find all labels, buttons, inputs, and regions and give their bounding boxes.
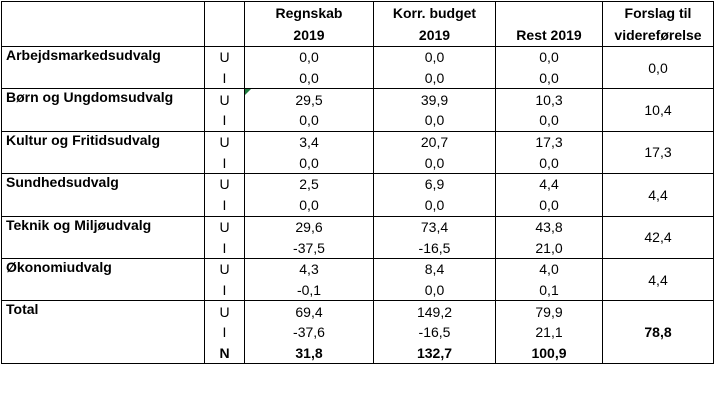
rest-cell: 79,9: [495, 300, 603, 322]
regnskab-cell: 31,8: [244, 342, 374, 365]
type-cell: I: [204, 67, 245, 90]
rest-cell: 21,1: [495, 321, 603, 343]
forslag-cell: 17,3: [602, 130, 714, 175]
rest-cell: 21,0: [495, 237, 603, 259]
header-type-cell: [204, 1, 245, 47]
rest-cell: 43,8: [495, 215, 603, 238]
regnskab-cell: 0,0: [244, 110, 374, 132]
korr-cell: -16,5: [373, 321, 496, 343]
rest-cell: 0,1: [495, 279, 603, 302]
korr-cell: 0,0: [373, 45, 496, 68]
regnskab-cell: -37,6: [244, 321, 374, 343]
korr-cell: 0,0: [373, 110, 496, 132]
korr-cell: 0,0: [373, 194, 496, 217]
korr-cell: 20,7: [373, 130, 496, 153]
table-row: I 0,0 0,0 0,0: [2, 152, 714, 175]
header-row: Regnskab 2019 Korr. budget 2019 Rest 2019 …: [1, 1, 714, 47]
regnskab-cell: -37,5: [244, 237, 374, 259]
korr-cell: 149,2: [373, 300, 496, 322]
rest-cell: 17,3: [495, 130, 603, 153]
type-cell: U: [204, 173, 245, 195]
regnskab-cell: 4,3: [244, 257, 374, 280]
regnskab-cell: 0,0: [244, 45, 374, 68]
korr-cell: -16,5: [373, 237, 496, 259]
rest-cell: 0,0: [495, 194, 603, 217]
table-row: Økonomiudvalg U 4,3 8,4 4,0 4,4: [1, 257, 714, 302]
regnskab-cell: 2,5: [244, 173, 374, 195]
type-cell: I: [204, 279, 245, 302]
rest-cell: 4,4: [495, 173, 603, 195]
regnskab-cell: 3,4: [244, 130, 374, 153]
type-cell: I: [204, 237, 245, 259]
table-row: I 0,0 0,0 0,0: [2, 67, 714, 90]
table-row: I 0,0 0,0 0,0: [2, 110, 714, 132]
budget-table: Regnskab 2019 Korr. budget 2019 Rest 2019 …: [1, 1, 714, 365]
type-cell: U: [204, 215, 245, 238]
type-cell: I: [204, 321, 245, 343]
rest-cell: 10,3: [495, 88, 603, 111]
forslag-cell: 10,4: [602, 88, 714, 132]
korr-cell: 0,0: [373, 279, 496, 302]
korr-cell: 132,7: [373, 342, 496, 365]
header-forslag: Forslag til videreførelse: [602, 1, 714, 47]
header-korr-budget: Korr. budget 2019: [373, 1, 496, 47]
type-cell: I: [204, 152, 245, 175]
committee-name: Teknik og Miljøudvalg: [1, 215, 205, 259]
table-row: Teknik og Miljøudvalg U 29,6 73,4 43,8 4…: [1, 215, 714, 259]
type-cell: I: [204, 110, 245, 132]
korr-cell: 73,4: [373, 215, 496, 238]
total-row: Total U 69,4 149,2 79,9 78,8: [1, 300, 714, 365]
table-row: Børn og Ungdomsudvalg U 29,5 39,9 10,3 1…: [1, 88, 714, 132]
forslag-cell: 0,0: [602, 45, 714, 90]
table-row: Kultur og Fritidsudvalg U 3,4 20,7 17,3 …: [1, 130, 714, 175]
korr-cell: 6,9: [373, 173, 496, 195]
korr-cell: 8,4: [373, 257, 496, 280]
header-regnskab: Regnskab 2019: [244, 1, 374, 47]
rest-cell: 4,0: [495, 257, 603, 280]
table-row: Arbejdsmarkedsudvalg U 0,0 0,0 0,0 0,0: [1, 45, 714, 90]
rest-cell: 0,0: [495, 67, 603, 90]
type-cell: U: [204, 88, 245, 111]
forslag-cell: 4,4: [602, 173, 714, 217]
total-row: I -37,6 -16,5 21,1: [2, 321, 714, 343]
total-row: N 31,8 132,7 100,9: [2, 342, 714, 365]
rest-cell: 0,0: [495, 152, 603, 175]
regnskab-cell: 0,0: [244, 194, 374, 217]
total-label: Total: [1, 300, 205, 365]
header-rest: Rest 2019: [495, 1, 603, 47]
rest-cell: 0,0: [495, 110, 603, 132]
committee-name: Børn og Ungdomsudvalg: [1, 88, 205, 132]
forslag-cell: 42,4: [602, 215, 714, 259]
total-forslag-cell: 78,8: [602, 300, 714, 365]
type-cell: U: [204, 130, 245, 153]
regnskab-cell: 29,5: [244, 88, 374, 111]
rest-cell: 100,9: [495, 342, 603, 365]
regnskab-cell: -0,1: [244, 279, 374, 302]
table-row: I -37,5 -16,5 21,0: [2, 237, 714, 259]
type-cell: N: [204, 342, 245, 365]
korr-cell: 0,0: [373, 152, 496, 175]
regnskab-cell: 29,6: [244, 215, 374, 238]
regnskab-cell: 0,0: [244, 152, 374, 175]
rest-cell: 0,0: [495, 45, 603, 68]
type-cell: U: [204, 300, 245, 322]
korr-cell: 39,9: [373, 88, 496, 111]
committee-name: Sundhedsudvalg: [1, 173, 205, 217]
type-cell: U: [204, 257, 245, 280]
regnskab-cell: 69,4: [244, 300, 374, 322]
korr-cell: 0,0: [373, 67, 496, 90]
committee-name: Arbejdsmarkedsudvalg: [1, 45, 205, 90]
header-name-cell: [1, 1, 205, 47]
committee-name: Økonomiudvalg: [1, 257, 205, 302]
type-cell: U: [204, 45, 245, 68]
table-row: Sundhedsudvalg U 2,5 6,9 4,4 4,4: [1, 173, 714, 217]
regnskab-cell: 0,0: [244, 67, 374, 90]
forslag-cell: 4,4: [602, 257, 714, 302]
type-cell: I: [204, 194, 245, 217]
committee-name: Kultur og Fritidsudvalg: [1, 130, 205, 175]
